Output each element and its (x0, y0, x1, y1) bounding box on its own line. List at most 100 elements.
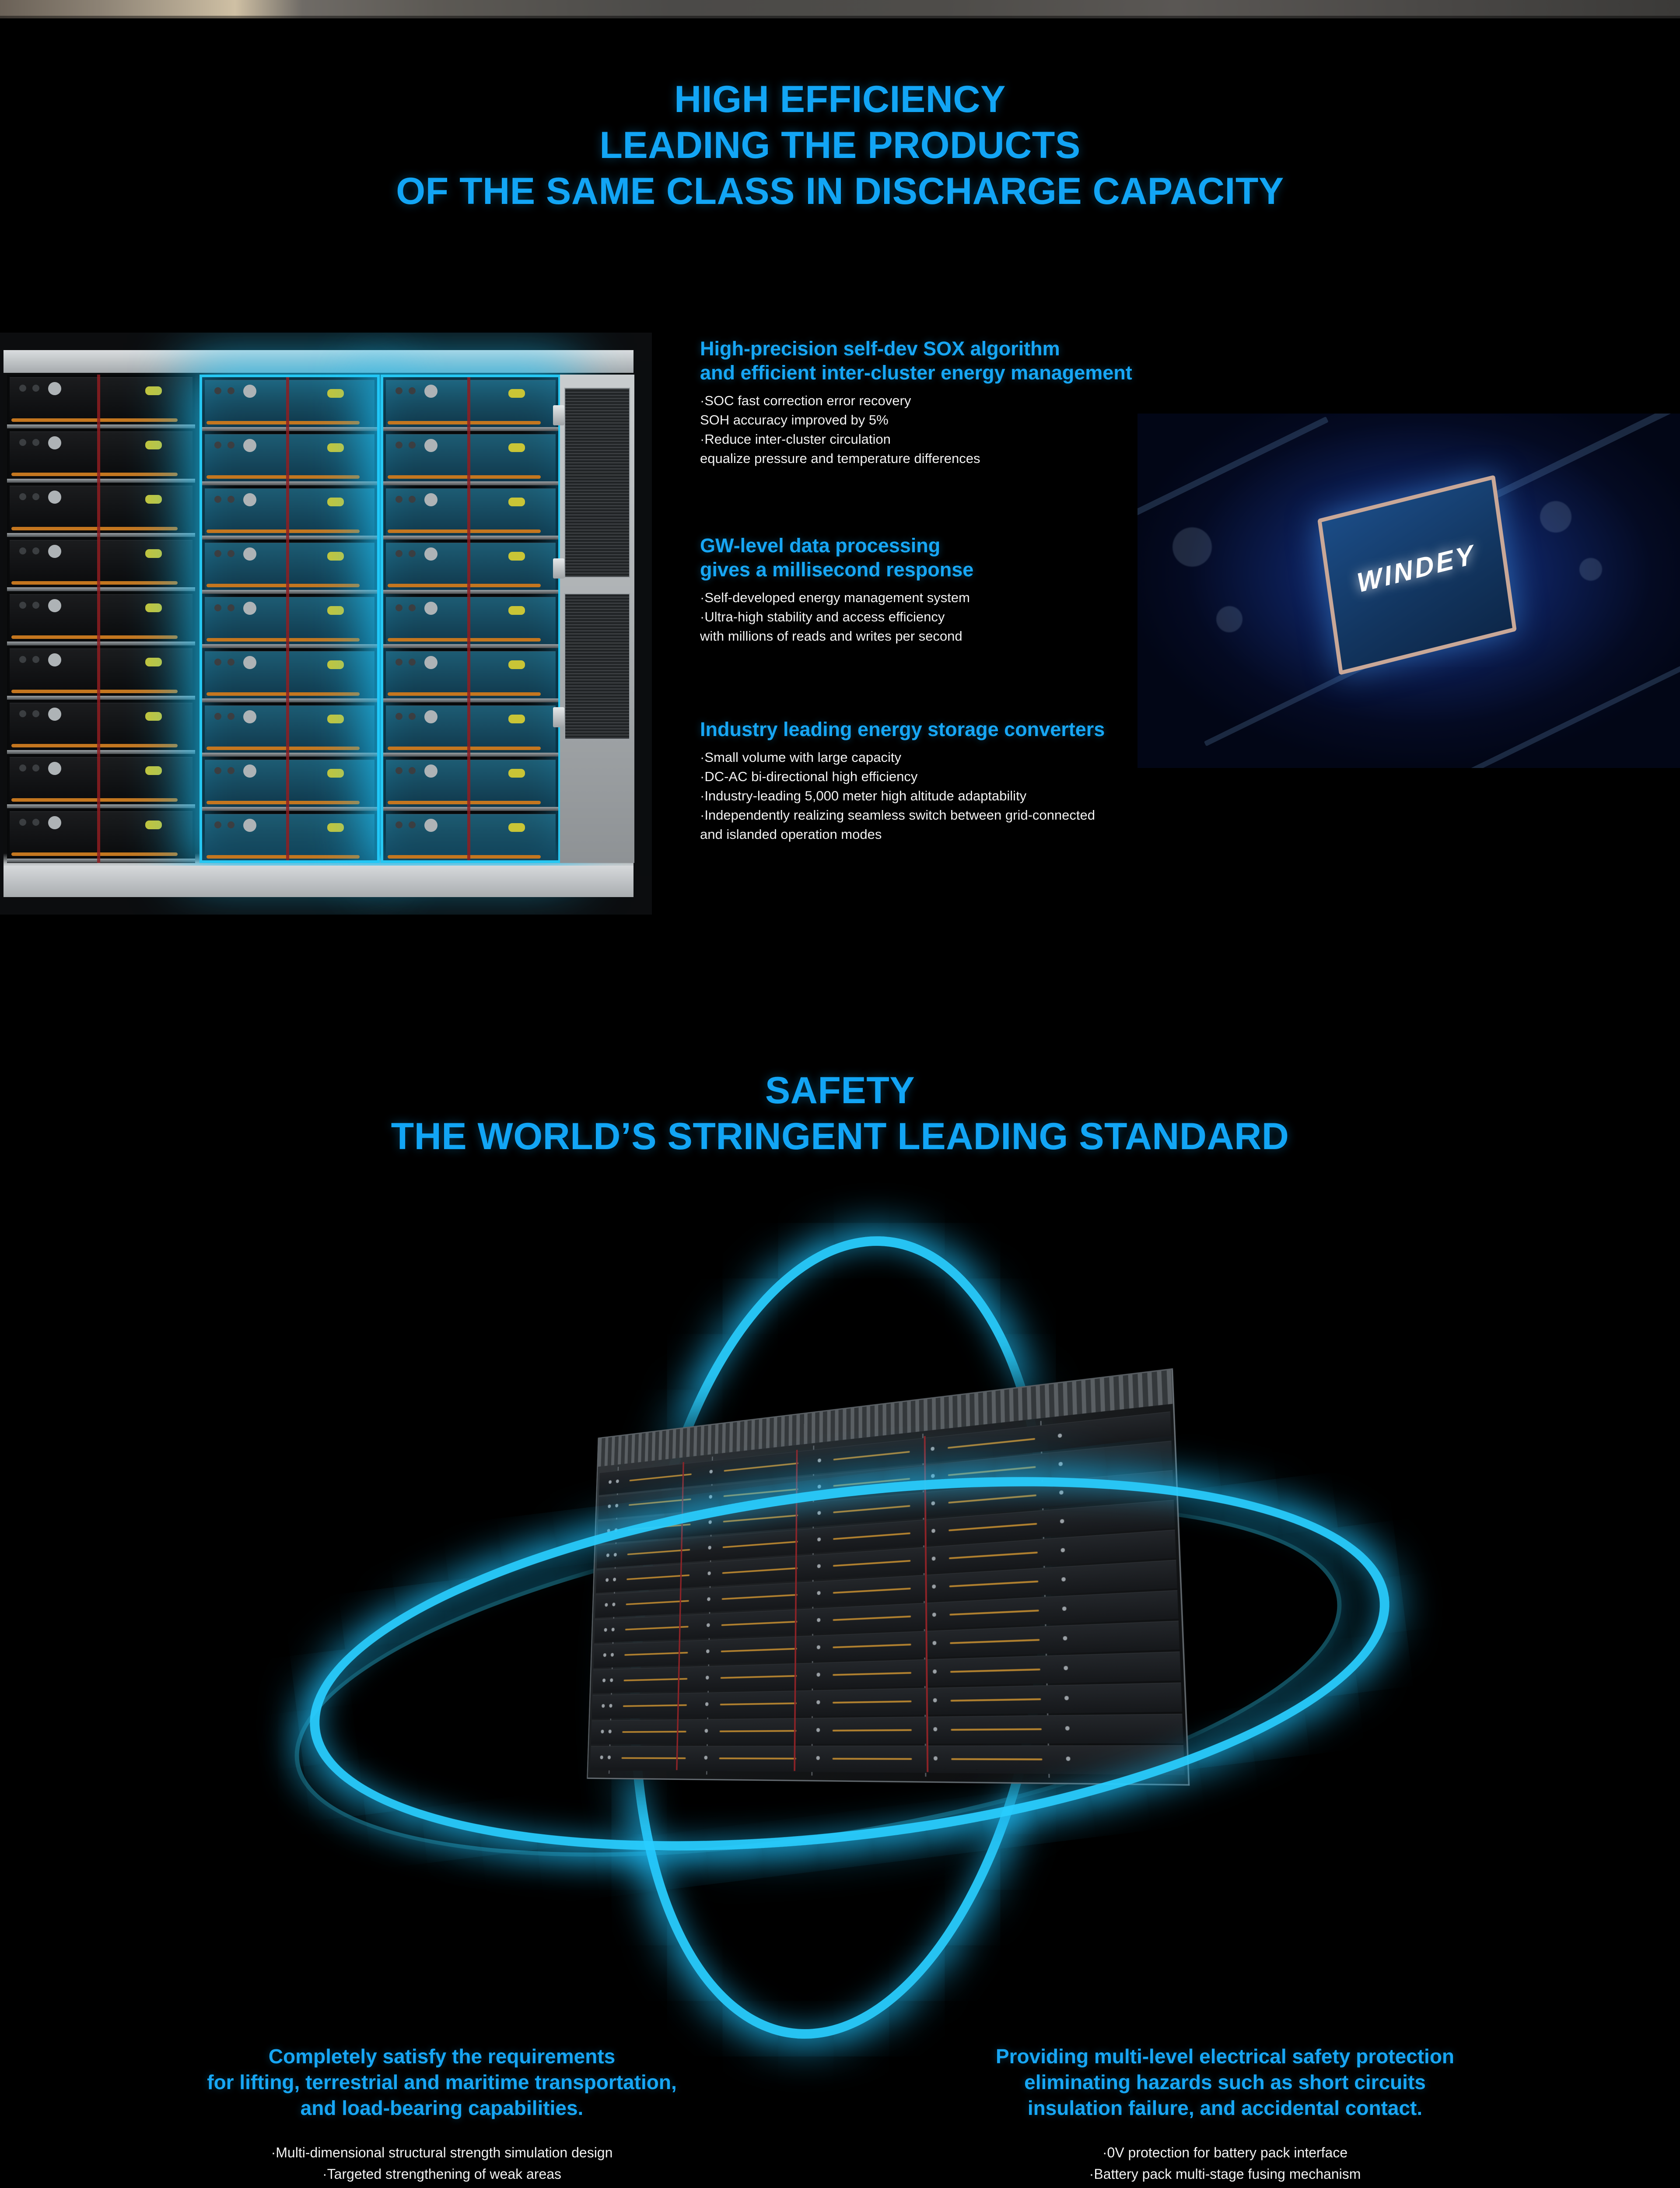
column-title-line: insulation failure, and accidental conta… (1027, 2096, 1423, 2119)
battery-module (205, 380, 374, 428)
bullet-item: ·Full-range short-circuit protection for… (871, 2185, 1579, 2188)
rack-shelf (383, 753, 558, 757)
container-roof (4, 350, 634, 373)
rack-shelf (7, 859, 195, 863)
rack-shelf (7, 533, 195, 537)
column-title-line: for lifting, terrestrial and maritime tr… (207, 2070, 677, 2093)
battery-module (205, 434, 374, 483)
rack-shelf (202, 753, 377, 757)
hero1-line-1: HIGH EFFICIENCY (674, 78, 1006, 120)
windey-chip-image: WINDEY (1138, 414, 1680, 768)
feature-title-line: High-precision self-dev SOX algorithm (700, 337, 1060, 360)
battery-module (205, 651, 374, 700)
feature-sox-algorithm: High-precision self-dev SOX algorithm an… (700, 337, 1132, 468)
battery-module (205, 705, 374, 754)
dc-busbar (97, 375, 101, 863)
rack-shelf (7, 750, 195, 754)
hero1-line-2: LEADING THE PRODUCTS (599, 124, 1081, 166)
safety-column-electrical: Providing multi-level electrical safety … (871, 2044, 1579, 2188)
power-cable (206, 421, 360, 424)
feature-title-line: GW-level data processing (700, 534, 941, 557)
battery-rack-highlighted-right (381, 375, 561, 863)
power-cable (206, 529, 360, 533)
rack-shelf (202, 536, 377, 540)
battery-module (10, 594, 192, 643)
safety-text-columns: Completely satisfy the requirements for … (0, 2044, 1680, 2188)
power-cable (388, 421, 541, 424)
rack-shelf (7, 479, 195, 483)
battery-module (10, 811, 192, 860)
column-title-line: eliminating hazards such as short circui… (1024, 2070, 1426, 2093)
door-hinge-icon (553, 707, 564, 727)
power-cable (388, 584, 541, 587)
bullet-item: with millions of reads and writes per se… (700, 628, 962, 644)
door-hinge-icon (553, 558, 564, 579)
power-cable (206, 692, 360, 696)
bullet-item: equalize pressure and temperature differ… (700, 450, 980, 466)
battery-module (10, 431, 192, 480)
battery-module (386, 705, 556, 754)
battery-module (205, 597, 374, 645)
bullet-item: ·SOC fast correction error recovery (700, 393, 911, 408)
battery-rack-unlit (7, 375, 195, 863)
windey-chip-logo-text: WINDEY (1355, 539, 1477, 599)
battery-rack-highlighted-left (200, 375, 380, 863)
power-cable (388, 855, 541, 859)
power-cable (388, 801, 541, 804)
battery-module (205, 760, 374, 808)
bullet-item: ·Small volume with large capacity (700, 749, 902, 765)
rack-shelf (202, 427, 377, 431)
battery-module (205, 814, 374, 860)
energy-storage-container-orbit-visual (270, 1182, 1410, 2063)
rack-shelf (202, 698, 377, 702)
rack-shelf (202, 861, 377, 863)
battery-module (205, 543, 374, 591)
feature-title-line: and efficient inter-cluster energy manag… (700, 361, 1132, 384)
rack-shelf (383, 536, 558, 540)
rack-shelf (383, 861, 558, 863)
column-title-line: Completely satisfy the requirements (268, 2045, 616, 2068)
processor-die: WINDEY (1317, 475, 1517, 675)
power-cable (11, 852, 178, 856)
battery-module (386, 543, 556, 591)
power-cable (11, 744, 178, 747)
feature-bullets: ·Self-developed energy management system… (700, 588, 973, 646)
feature-title-line: Industry leading energy storage converte… (700, 718, 1105, 740)
battery-module (386, 380, 556, 428)
column-title: Providing multi-level electrical safety … (871, 2044, 1579, 2121)
top-image-bleed-strip (0, 0, 1680, 18)
rack-shelf (7, 696, 195, 700)
bullet-item: ·Multi-dimensional structural strength s… (271, 2144, 613, 2160)
power-cable (388, 638, 541, 642)
feature-title: GW-level data processing gives a millise… (700, 534, 973, 582)
hero1-line-3: OF THE SAME CLASS IN DISCHARGE CAPACITY (396, 170, 1284, 212)
bullet-item: ·DC-AC bi-directional high efficiency (700, 768, 918, 784)
power-cable (11, 581, 178, 585)
rack-shelf (7, 804, 195, 808)
container-floor (4, 866, 634, 897)
dc-busbar (467, 377, 470, 860)
rack-shelf (202, 590, 377, 594)
column-bullets: ·Multi-dimensional structural strength s… (88, 2142, 796, 2188)
feature-energy-storage-converters: Industry leading energy storage converte… (700, 718, 1105, 844)
bullet-item: ·Ultra-high stability and access efficie… (700, 609, 945, 624)
safety-hero-image-section (0, 1182, 1680, 2063)
rack-shelf (383, 427, 558, 431)
rack-shelf (383, 590, 558, 594)
container-body (4, 350, 634, 897)
rack-shelf (383, 481, 558, 485)
power-cable (388, 475, 541, 479)
rack-shelf (202, 481, 377, 485)
bullet-item: ·0V protection for battery pack interfac… (1102, 2144, 1348, 2160)
bullet-item: ·Battery pack multi-stage fusing mechani… (1089, 2166, 1361, 2182)
feature-bullets: ·Small volume with large capacity ·DC-AC… (700, 748, 1105, 844)
power-cable (11, 473, 178, 476)
feature-gw-data-processing: GW-level data processing gives a millise… (700, 534, 973, 646)
hero-heading-safety: SAFETY THE WORLD’S STRINGENT LEADING STA… (0, 1068, 1680, 1160)
rack-shelf (7, 424, 195, 428)
battery-module (205, 488, 374, 537)
feature-bullets: ·SOC fast correction error recovery SOH … (700, 391, 1132, 468)
battery-module (386, 814, 556, 860)
bullet-item: ·Targeted strengthening of weak areas (322, 2166, 562, 2182)
